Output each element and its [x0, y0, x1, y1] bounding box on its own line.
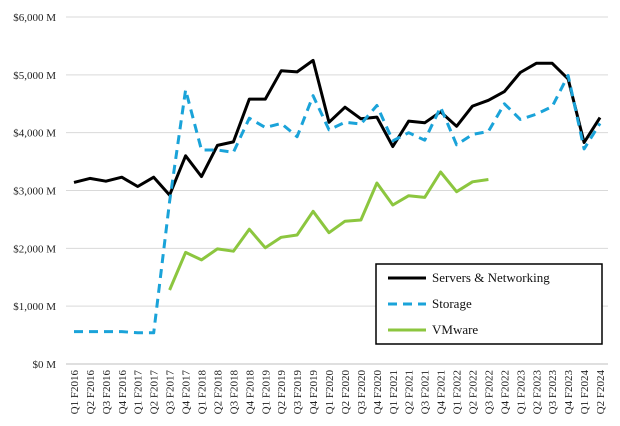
x-tick-label: Q3 F2017	[165, 370, 177, 415]
x-tick-label: Q1 F2023	[515, 370, 527, 415]
y-tick-label: $6,000 M	[13, 12, 56, 24]
y-tick-label: $1,000 M	[13, 301, 56, 313]
series-vmware	[168, 170, 489, 291]
y-tick-label: $5,000 M	[13, 70, 56, 82]
y-tick-label: $4,000 M	[13, 128, 56, 140]
series-servers-networking	[73, 58, 602, 197]
x-tick-label: Q4 F2023	[563, 370, 575, 415]
x-tick-label: Q2 F2022	[468, 370, 480, 414]
x-tick-label: Q3 F2023	[547, 370, 559, 415]
legend: Servers & Networking Storage VMware	[375, 263, 603, 345]
x-tick-label: Q3 F2022	[483, 370, 495, 414]
x-tick-label: Q1 F2020	[324, 370, 336, 415]
series-storage	[73, 73, 602, 335]
gridlines	[66, 16, 608, 307]
x-tick-label: Q1 F2018	[197, 370, 209, 415]
x-tick-label: Q1 F2021	[388, 370, 400, 414]
legend-label: VMware	[432, 322, 478, 337]
x-tick-label: Q4 F2021	[436, 370, 448, 414]
x-tick-label: Q1 F2019	[260, 370, 272, 415]
series-line	[73, 58, 602, 197]
x-tick-label: Q2 F2018	[212, 370, 224, 415]
legend-label: Servers & Networking	[432, 270, 550, 285]
x-tick-label: Q2 F2017	[149, 370, 161, 415]
legend-label: Storage	[432, 296, 472, 311]
x-tick-label: Q3 F2016	[101, 370, 113, 415]
x-tick-label: Q3 F2020	[356, 370, 368, 415]
x-tick-label: Q1 F2024	[579, 370, 591, 415]
x-tick-label: Q2 F2024	[595, 370, 607, 415]
x-tick-label: Q4 F2020	[372, 370, 384, 415]
x-tick-label: Q4 F2022	[499, 370, 511, 414]
x-tick-label: Q4 F2019	[308, 370, 320, 415]
x-tick-label: Q4 F2018	[244, 370, 256, 415]
series-line	[74, 73, 602, 335]
x-tick-label: Q1 F2017	[133, 370, 145, 415]
x-tick-label: Q2 F2023	[531, 370, 543, 415]
x-tick-label: Q3 F2018	[228, 370, 240, 415]
x-tick-label: Q2 F2016	[85, 370, 97, 415]
y-tick-label: $3,000 M	[13, 186, 56, 198]
axes: $0 M $1,000 M $2,000 M $3,000 M $4,000 M $5,0…	[13, 12, 608, 414]
x-tick-label: Q2 F2021	[404, 370, 416, 414]
x-tick-label: Q3 F2019	[292, 370, 304, 415]
x-tick-label: Q2 F2019	[276, 370, 288, 415]
x-tick-label: Q4 F2016	[117, 370, 129, 415]
x-tick-label: Q3 F2021	[420, 370, 432, 414]
y-tick-label: $2,000 M	[13, 243, 56, 255]
x-tick-label: Q1 F2016	[69, 370, 81, 415]
y-tick-label: $0 M	[32, 359, 56, 371]
x-tick-label: Q4 F2017	[181, 370, 193, 415]
series-lines	[73, 58, 602, 335]
x-tick-label: Q1 F2022	[452, 370, 464, 414]
x-tick-label: Q2 F2020	[340, 370, 352, 415]
